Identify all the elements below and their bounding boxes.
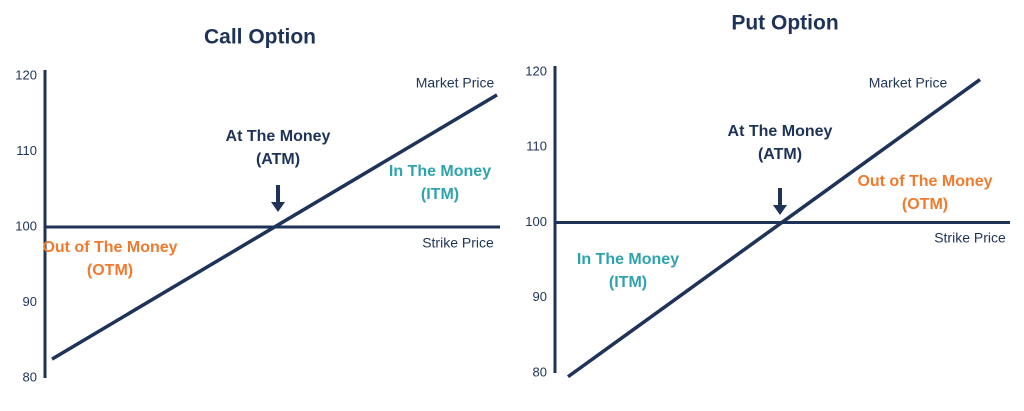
arrow-head xyxy=(271,202,285,212)
y-tick-label: 80 xyxy=(533,364,547,379)
market-label: Market Price xyxy=(416,75,495,91)
annotation: At The Money xyxy=(226,128,331,145)
y-tick-label: 100 xyxy=(525,214,547,229)
annotation: (OTM) xyxy=(902,196,948,213)
y-tick-label: 120 xyxy=(525,63,547,78)
market-label: Market Price xyxy=(869,75,948,91)
annotation: (OTM) xyxy=(87,262,133,279)
y-tick-label: 90 xyxy=(533,289,547,304)
y-tick-label: 120 xyxy=(15,67,37,82)
annotation: In The Money xyxy=(389,163,491,180)
y-tick-label: 110 xyxy=(526,139,547,154)
chart-title: Put Option xyxy=(731,12,838,35)
annotation: (ATM) xyxy=(758,146,802,163)
market-line xyxy=(51,93,498,361)
chart-title: Call Option xyxy=(204,26,316,49)
y-tick-label: 80 xyxy=(23,369,37,384)
annotation: (ITM) xyxy=(421,186,459,203)
annotation: Out of The Money xyxy=(42,239,177,256)
y-tick-label: 90 xyxy=(23,294,37,309)
annotation: In The Money xyxy=(577,251,679,268)
strike-label: Strike Price xyxy=(422,235,494,251)
market-line xyxy=(566,78,982,379)
annotation: At The Money xyxy=(728,123,833,140)
strike-label: Strike Price xyxy=(934,230,1006,246)
annotation: (ITM) xyxy=(609,274,647,291)
y-tick-label: 100 xyxy=(15,218,37,233)
annotation: Out of The Money xyxy=(857,173,992,190)
arrow-head xyxy=(773,205,787,215)
y-tick-label: 110 xyxy=(16,143,37,158)
annotation: (ATM) xyxy=(256,151,300,168)
